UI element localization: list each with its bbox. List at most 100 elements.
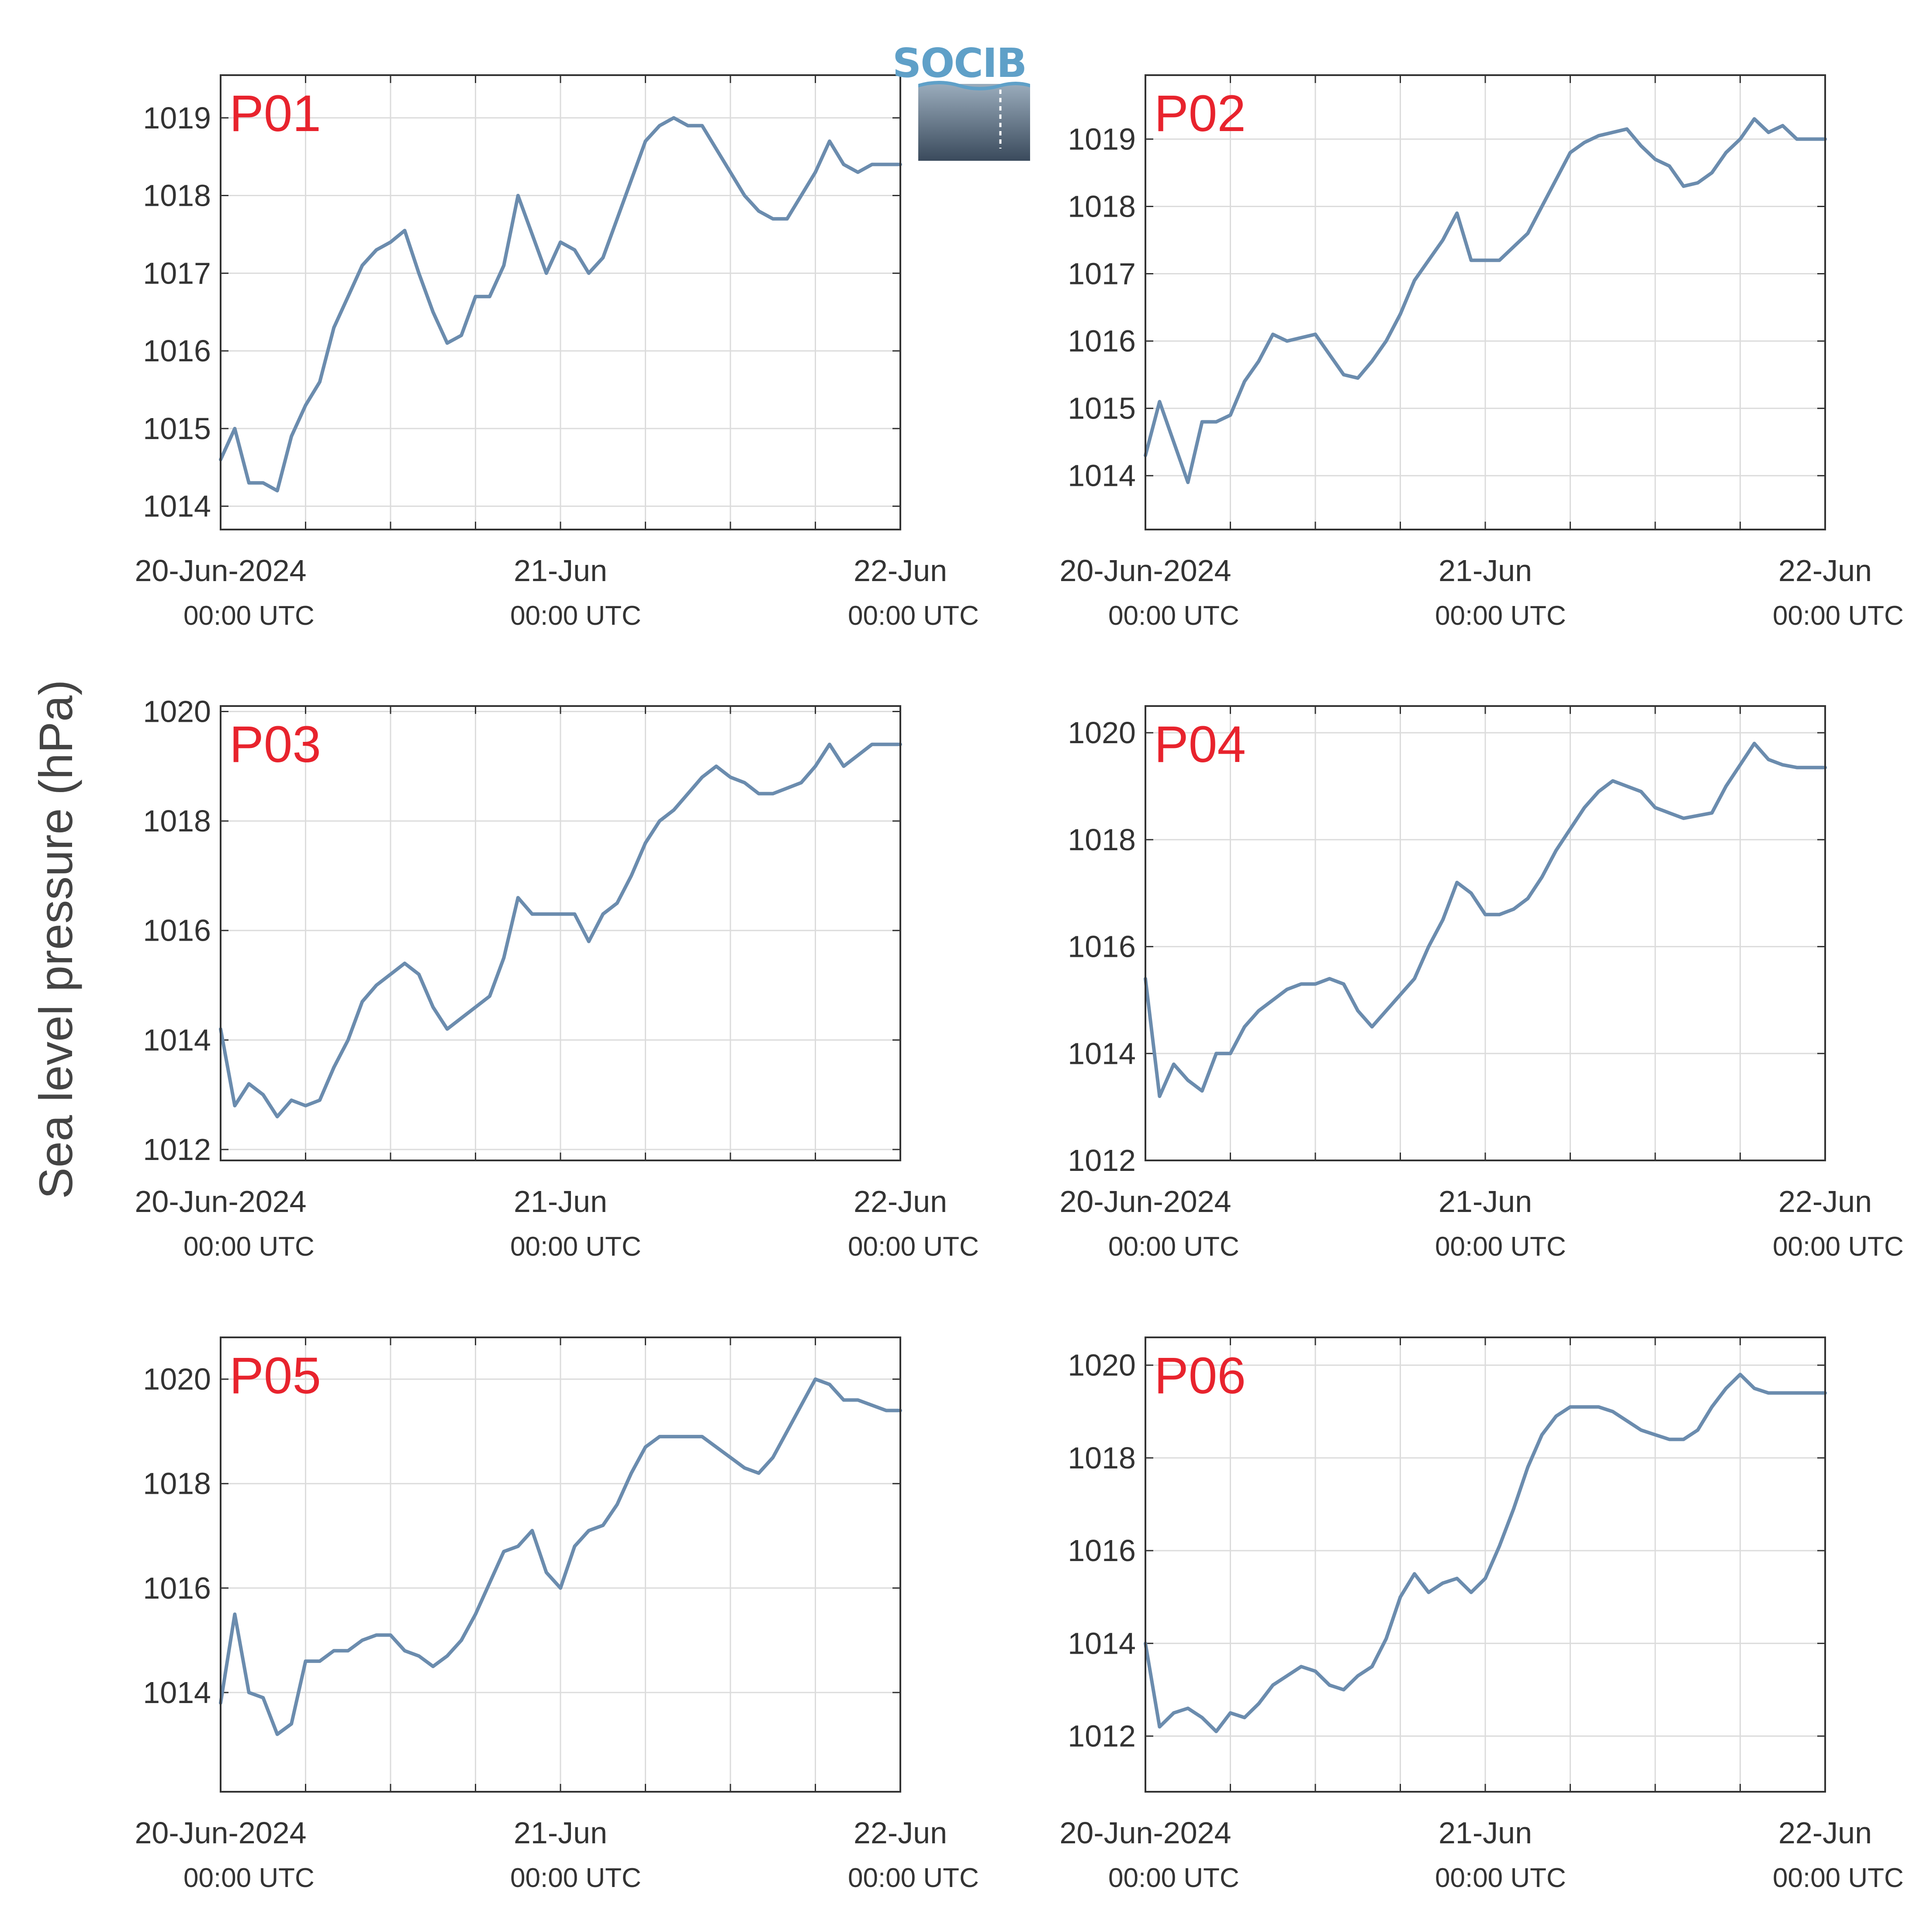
data-point xyxy=(488,295,491,298)
data-point xyxy=(856,754,859,757)
data-point xyxy=(785,217,789,220)
data-point xyxy=(247,1082,250,1085)
x-tick-label: 22-Jun xyxy=(1778,554,1872,588)
data-point xyxy=(1626,785,1629,788)
x-tick-label: 21-Jun xyxy=(1439,1816,1532,1850)
panel-label: P03 xyxy=(229,716,321,773)
data-point xyxy=(828,743,831,746)
x-tick-label: 21-Jun xyxy=(1439,1184,1532,1219)
data-point xyxy=(871,1404,874,1407)
data-point xyxy=(1172,1711,1175,1714)
data-point xyxy=(502,264,505,267)
data-point xyxy=(1300,983,1303,986)
data-point xyxy=(276,1733,279,1736)
axes-frame xyxy=(1145,74,1826,530)
data-point xyxy=(1158,1095,1161,1098)
x-tick-sublabel: 00:00 UTC xyxy=(1108,1232,1239,1262)
data-point xyxy=(290,1099,293,1102)
x-tick-sublabel: 00:00 UTC xyxy=(510,1232,641,1262)
data-point xyxy=(1654,158,1657,161)
data-point xyxy=(446,342,449,345)
logo-text: SOCIB xyxy=(892,40,1026,87)
data-point xyxy=(1753,742,1756,745)
data-point xyxy=(587,1529,590,1532)
data-point xyxy=(1739,138,1742,141)
data-point xyxy=(1654,806,1657,809)
data-point xyxy=(346,1649,349,1652)
data-point xyxy=(432,1006,435,1009)
data-point xyxy=(1427,945,1430,948)
y-tick-label: 1016 xyxy=(1068,324,1136,358)
data-point xyxy=(573,249,576,251)
data-point xyxy=(842,765,845,768)
data-point xyxy=(814,1378,817,1381)
panel-p06: 1012 1014 1016 1018 1020 20-Jun-2024 00:00 UTC… xyxy=(1059,1336,1904,1893)
data-point xyxy=(262,481,265,485)
data-point xyxy=(1257,360,1260,363)
data-point xyxy=(1370,360,1373,363)
panel-label: P04 xyxy=(1154,716,1246,773)
data-point xyxy=(1583,1406,1586,1409)
data-point xyxy=(1370,1665,1373,1668)
socib-logo: SOCIB xyxy=(892,40,1030,161)
y-tick-label: 1014 xyxy=(143,1023,211,1057)
data-point xyxy=(1682,185,1685,188)
data-point xyxy=(389,1634,392,1637)
data-point xyxy=(1710,1406,1713,1409)
data-point xyxy=(1498,1544,1501,1548)
data-point xyxy=(1555,849,1558,852)
data-point xyxy=(1668,811,1671,814)
x-tick-sublabel: 00:00 UTC xyxy=(1435,601,1566,631)
data-point xyxy=(630,179,633,181)
y-tick-label: 1018 xyxy=(143,179,211,213)
data-point xyxy=(1767,1392,1770,1395)
data-point xyxy=(318,1099,321,1102)
data-point xyxy=(743,1466,746,1469)
data-point xyxy=(545,913,548,916)
data-point xyxy=(1512,907,1515,911)
data-point xyxy=(1597,134,1600,137)
data-point xyxy=(1725,151,1728,154)
data-point xyxy=(262,1093,265,1096)
data-point xyxy=(658,820,661,823)
data-point xyxy=(1739,1373,1742,1376)
data-point xyxy=(1654,1433,1657,1436)
data-point xyxy=(233,1104,236,1107)
data-point xyxy=(1314,983,1317,986)
data-point xyxy=(545,1571,548,1574)
data-point xyxy=(276,1115,279,1118)
y-tick-label: 1016 xyxy=(143,334,211,368)
x-tick-sublabel: 00:00 UTC xyxy=(1773,1232,1904,1262)
y-tick-label: 1016 xyxy=(143,1571,211,1605)
y-tick-label: 1018 xyxy=(143,804,211,838)
y-tick-label: 1018 xyxy=(1068,1441,1136,1475)
y-tick-label: 1014 xyxy=(143,1676,211,1710)
data-point xyxy=(602,913,605,916)
x-tick-sublabel: 00:00 UTC xyxy=(1435,1863,1566,1893)
x-tick-sublabel: 00:00 UTC xyxy=(848,1232,979,1262)
data-point xyxy=(885,1409,888,1412)
x-tick-label: 20-Jun-2024 xyxy=(1059,554,1231,588)
data-point xyxy=(1342,983,1345,986)
data-point xyxy=(403,962,406,965)
x-tick-label: 22-Jun xyxy=(854,1184,947,1219)
data-point xyxy=(1456,211,1459,215)
data-point xyxy=(1583,141,1586,144)
data-point xyxy=(233,427,236,430)
x-tick-label: 21-Jun xyxy=(514,1184,607,1219)
data-point xyxy=(1498,259,1501,262)
data-point xyxy=(1626,128,1629,131)
y-tick-label: 1016 xyxy=(143,914,211,948)
data-point xyxy=(658,1435,661,1438)
data-point xyxy=(460,334,463,337)
x-tick-label: 20-Jun-2024 xyxy=(135,1816,306,1850)
data-point xyxy=(1526,1466,1529,1469)
data-point xyxy=(573,913,576,916)
data-point xyxy=(1385,339,1388,343)
data-point xyxy=(672,809,675,812)
data-point xyxy=(1200,420,1204,423)
data-point xyxy=(644,140,647,143)
data-point xyxy=(432,311,435,314)
data-point xyxy=(1229,1052,1232,1055)
data-point xyxy=(1342,373,1345,376)
